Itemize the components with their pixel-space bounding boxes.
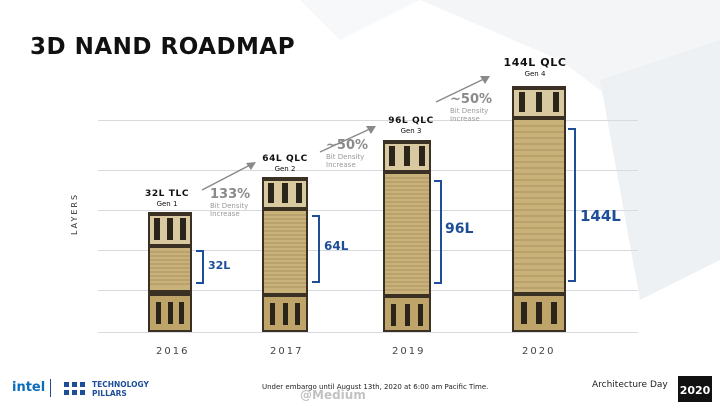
technology-pillars-label: TECHNOLOGY PILLARS [92, 380, 149, 398]
arrow-icon [201, 162, 256, 191]
gridline [98, 250, 638, 251]
density-increase-2: ~50% Bit Density Increase [326, 138, 368, 169]
pillars-icon [64, 382, 85, 395]
gridline [98, 170, 638, 171]
density-text-line1: Bit Density [326, 153, 365, 161]
nand-stack-gen4 [512, 86, 566, 332]
tp-line1: TECHNOLOGY [92, 380, 149, 389]
nand-stack-gen2 [262, 177, 308, 332]
layer-count-gen4: 144L [580, 207, 621, 225]
nand-stack-gen3 [383, 140, 431, 332]
density-text-line2: Increase [450, 115, 480, 123]
density-increase-1: 133% Bit Density Increase [210, 187, 250, 218]
gen-label-gen1: 32L TLC Gen 1 [132, 189, 202, 208]
year-badge: 2020 [678, 376, 712, 402]
gen-name: 32L TLC [144, 189, 190, 199]
layer-bracket-gen2 [312, 215, 320, 283]
nand-stack-gen1 [148, 212, 192, 332]
density-text-line1: Bit Density [210, 202, 249, 210]
density-percent: 133% [210, 187, 251, 202]
gridline [98, 120, 638, 121]
gen-label-gen3: 96L QLC Gen 3 [375, 116, 447, 135]
year-label-gen4: 2020 [522, 346, 556, 357]
layer-bracket-gen1 [196, 250, 204, 284]
year-label-gen1: 2016 [156, 346, 190, 357]
footer-bar [0, 372, 720, 405]
arrow-icon [319, 126, 376, 153]
embargo-note: Under embargo until August 13th, 2020 at… [262, 383, 489, 391]
gen-number: Gen 1 [156, 200, 178, 208]
density-text-line1: Bit Density [450, 107, 489, 115]
gridline [98, 332, 638, 333]
density-increase-3: ~50% Bit Density Increase [450, 92, 492, 123]
gen-label-gen2: 64L QLC Gen 2 [250, 154, 320, 173]
layer-bracket-gen4 [568, 128, 576, 282]
density-percent: ~50% [450, 92, 493, 107]
gridline [98, 290, 638, 291]
gen-name: 96L QLC [388, 116, 434, 126]
page-title: 3D NAND ROADMAP [30, 34, 296, 60]
gen-name: 64L QLC [262, 154, 308, 164]
event-name: Architecture Day [592, 380, 668, 390]
axis-label: LAYERS [70, 192, 79, 235]
gen-name: 144L QLC [503, 56, 567, 69]
layer-count-gen1: 32L [208, 259, 231, 272]
density-percent: ~50% [326, 138, 369, 153]
gen-label-gen4: 144L QLC Gen 4 [495, 56, 575, 78]
watermark: @Medium [300, 388, 366, 402]
footer-divider [50, 379, 51, 397]
tp-line2: PILLARS [92, 389, 127, 398]
year-label-gen2: 2017 [270, 346, 304, 357]
density-text-line2: Increase [326, 161, 356, 169]
gen-number: Gen 4 [524, 70, 546, 78]
gen-number: Gen 3 [400, 127, 422, 135]
intel-logo: intel [12, 380, 46, 395]
year-label-gen3: 2019 [392, 346, 426, 357]
layer-count-gen3: 96L [445, 221, 474, 237]
gridline [98, 210, 638, 211]
arrow-icon [435, 76, 490, 103]
density-text-line2: Increase [210, 210, 240, 218]
gen-number: Gen 2 [274, 165, 296, 173]
layer-bracket-gen3 [434, 180, 442, 284]
layer-count-gen2: 64L [324, 239, 349, 253]
